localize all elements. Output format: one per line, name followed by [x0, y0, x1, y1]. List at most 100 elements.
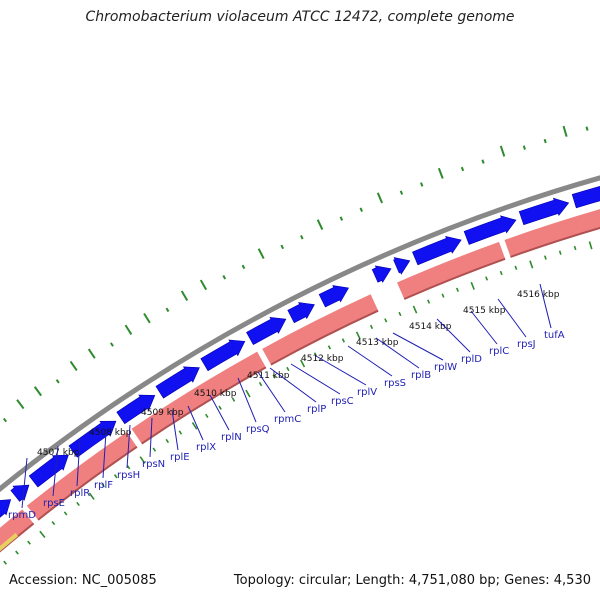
gene-label[interactable]: rpsC: [331, 396, 354, 407]
ruler-tick: [412, 305, 418, 314]
gene-label[interactable]: rpsH: [117, 470, 140, 481]
accession-text: Accession: NC_005085: [9, 573, 157, 588]
reverse-gene-band: [26, 431, 137, 520]
forward-gene-arrow: [371, 265, 392, 283]
gc-tick: [376, 192, 384, 204]
gene-label[interactable]: rplN: [221, 432, 242, 443]
ruler-tick: [272, 374, 276, 379]
gc-tick: [522, 145, 526, 150]
gene-label[interactable]: rpmD: [8, 510, 36, 521]
gc-tick: [222, 275, 227, 280]
reverse-gene-band: [131, 351, 266, 444]
ruler-tick: [231, 397, 236, 402]
forward-gene-arrow: [28, 454, 69, 488]
ruler-tick: [76, 501, 80, 507]
forward-gene-arrow: [200, 339, 246, 372]
gene-leader-line: [539, 283, 552, 329]
gene-label[interactable]: rplB: [411, 370, 431, 381]
gene-label[interactable]: rplR: [70, 488, 90, 499]
gene-leader-line: [209, 394, 230, 431]
gene-label[interactable]: rplF: [94, 480, 113, 491]
gene-leader-line: [436, 318, 471, 353]
gene-leader-line: [52, 445, 59, 497]
gene-leader-line: [375, 337, 420, 369]
ruler-tick: [27, 540, 31, 545]
gc-tick: [55, 379, 60, 384]
gene-label[interactable]: rpsN: [142, 459, 165, 470]
gene-label[interactable]: rpsE: [43, 498, 65, 509]
gc-tick: [16, 399, 25, 410]
gene-leader-line: [171, 409, 179, 451]
ruler-tick: [39, 530, 46, 538]
gc-tick: [420, 182, 424, 187]
gene-label[interactable]: rpsS: [384, 378, 406, 389]
ruler-tick: [191, 421, 198, 430]
forward-gene-arrow: [393, 257, 411, 275]
gene-label[interactable]: rplD: [461, 354, 482, 365]
gene-leader-line: [76, 437, 81, 487]
reverse-gene-band: [504, 209, 600, 257]
kbp-label: 4514 kbp: [409, 322, 452, 332]
forward-gene-arrow: [10, 484, 30, 502]
ruler-tick: [51, 521, 56, 526]
ruler-tick: [178, 430, 183, 435]
gene-label[interactable]: rplW: [434, 362, 457, 373]
gene-label[interactable]: rpmC: [274, 414, 301, 425]
forward-gene-arrow: [412, 235, 462, 266]
kbp-label: 4509 kbp: [141, 408, 184, 418]
gene-label[interactable]: rplP: [307, 404, 326, 415]
ruler-tick: [152, 447, 157, 452]
gene-leader-line: [102, 431, 107, 479]
ruler-tick: [441, 293, 445, 298]
ruler-tick: [165, 438, 170, 444]
gc-tick: [300, 234, 304, 240]
kbp-label: 4511 kbp: [247, 371, 290, 381]
ruler-tick: [313, 352, 318, 357]
gene-leader-line: [347, 345, 393, 377]
ruler-tick: [113, 474, 118, 479]
gc-tick: [241, 264, 246, 270]
ruler-tick: [588, 241, 593, 250]
reverse-gene-edge: [403, 257, 506, 300]
ruler-tick: [327, 345, 332, 350]
ruler-tick: [341, 338, 345, 343]
gene-leader-line: [392, 332, 444, 361]
summary-text: Topology: circular; Length: 4,751,080 bp…: [233, 573, 591, 588]
gene-leader-line: [290, 363, 341, 395]
gene-label[interactable]: rplC: [489, 346, 509, 357]
ruler-tick: [544, 255, 547, 260]
gc-tick: [499, 145, 506, 157]
reverse-gene-band: [397, 241, 506, 299]
gene-label[interactable]: rplE: [170, 452, 190, 463]
kbp-label: 4508 kbp: [89, 428, 132, 438]
kbp-label: 4515 kbp: [463, 306, 506, 316]
gene-leader-line: [257, 371, 286, 413]
forward-gene-arrow: [318, 285, 350, 308]
kbp-label: 4516 kbp: [517, 290, 560, 300]
kbp-label: 4512 kbp: [301, 354, 344, 364]
gc-tick: [339, 216, 344, 221]
gene-label[interactable]: rplX: [196, 442, 216, 453]
ruler-tick: [101, 483, 105, 488]
gc-tick: [180, 290, 189, 301]
gc-tick: [437, 167, 444, 179]
kbp-label: 4507 kbp: [37, 448, 80, 458]
gc-tick: [143, 312, 151, 324]
gc-tick: [280, 244, 285, 250]
gene-label[interactable]: tufA: [544, 330, 565, 341]
forward-gene-arrow: [463, 215, 517, 245]
ruler-tick: [485, 276, 489, 281]
gc-tick: [399, 190, 404, 195]
ruler-tick: [455, 287, 459, 292]
gene-label[interactable]: rpsJ: [517, 339, 536, 350]
ruler-tick: [245, 389, 251, 398]
forward-gene-arrow: [246, 316, 287, 346]
gene-label[interactable]: rpsQ: [246, 424, 270, 435]
gc-tick: [165, 307, 170, 313]
ruler-tick: [355, 331, 361, 340]
gene-label[interactable]: rplV: [357, 387, 377, 398]
ruler-tick: [514, 265, 518, 270]
gc-tick: [33, 386, 42, 397]
gc-tick: [69, 360, 78, 372]
